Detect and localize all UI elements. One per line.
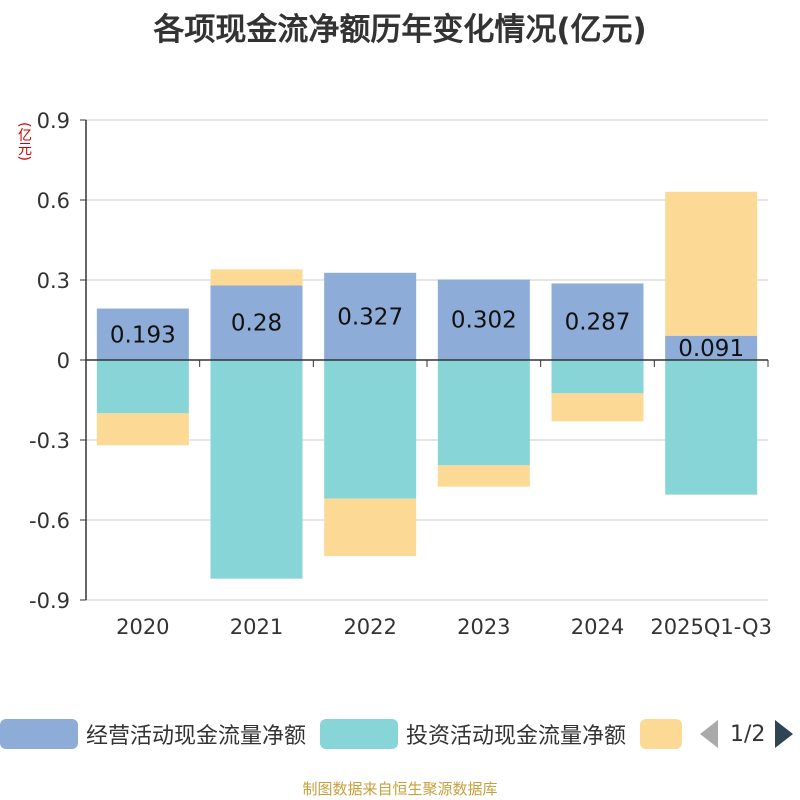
data-label: 0.287 [565, 310, 631, 336]
x-tick-label: 2023 [457, 615, 510, 639]
bar-segment-series-0 [96, 308, 189, 360]
legend-swatch-operating [0, 719, 78, 749]
x-tick-label: 2020 [116, 615, 169, 639]
bar-segment-series-2 [96, 413, 189, 446]
legend-prev-icon[interactable] [700, 720, 718, 748]
y-tick-label: 0 [57, 349, 70, 373]
data-label: 0.327 [337, 304, 403, 330]
bar-segment-series-2 [210, 269, 303, 286]
bar-segment-series-0 [324, 272, 417, 360]
bar-segment-series-1 [324, 360, 417, 499]
legend-swatch-investing [320, 719, 398, 749]
x-tick-label: 2024 [571, 615, 624, 639]
data-label: 0.193 [110, 322, 176, 348]
bar-chart: 0.9 0.6 0.3 0 -0.3 -0.6 -0.9 0.193 2020 0.28 2021 0… [29, 109, 772, 639]
legend-label-operating: 经营活动现金流量净额 [86, 724, 307, 749]
bar-segment-series-2 [437, 465, 530, 487]
x-tick-label: 2025Q1-Q3 [650, 615, 772, 639]
bar-segment-series-1 [210, 360, 303, 579]
data-source-note: 制图数据来自恒生聚源数据库 [302, 780, 498, 798]
bar-segment-series-0 [551, 283, 644, 360]
bar-segment-series-2 [551, 393, 644, 422]
bar-segment-series-2 [665, 191, 758, 336]
data-label: 0.302 [451, 308, 517, 334]
legend-page-indicator: 1/2 [730, 721, 766, 747]
legend-item-operating[interactable]: 经营活动现金流量净额 [0, 717, 306, 751]
chart-title: 各项现金流净额历年变化情况(亿元) [153, 12, 647, 48]
bar-segment-series-0 [665, 335, 758, 360]
bar-segment-series-1 [437, 360, 530, 466]
legend-swatch-third [640, 719, 682, 749]
data-label: 0.091 [678, 336, 744, 362]
y-tick-label: -0.9 [29, 589, 70, 613]
y-tick-label: -0.3 [29, 429, 70, 453]
bar-segment-series-1 [665, 360, 758, 495]
y-tick-label: -0.6 [29, 509, 70, 533]
x-tick-label: 2021 [230, 615, 283, 639]
legend-item-third[interactable] [640, 717, 682, 751]
bar-segment-series-2 [324, 498, 417, 556]
bar-segment-series-1 [551, 360, 644, 394]
y-tick-label: 0.9 [37, 109, 70, 133]
y-axis-unit: (亿元) [16, 122, 32, 161]
y-tick-label: 0.6 [37, 189, 70, 213]
legend-label-investing: 投资活动现金流量净额 [406, 724, 627, 749]
bar-segment-series-1 [96, 360, 189, 414]
bar-segment-series-0 [210, 285, 303, 360]
data-label: 0.28 [231, 311, 282, 337]
y-tick-label: 0.3 [37, 269, 70, 293]
bar-segment-series-0 [437, 279, 530, 360]
x-tick-label: 2022 [343, 615, 396, 639]
legend-item-investing[interactable]: 投资活动现金流量净额 [320, 717, 626, 751]
legend-pager: 1/2 [700, 717, 794, 751]
legend-next-icon[interactable] [775, 720, 794, 748]
